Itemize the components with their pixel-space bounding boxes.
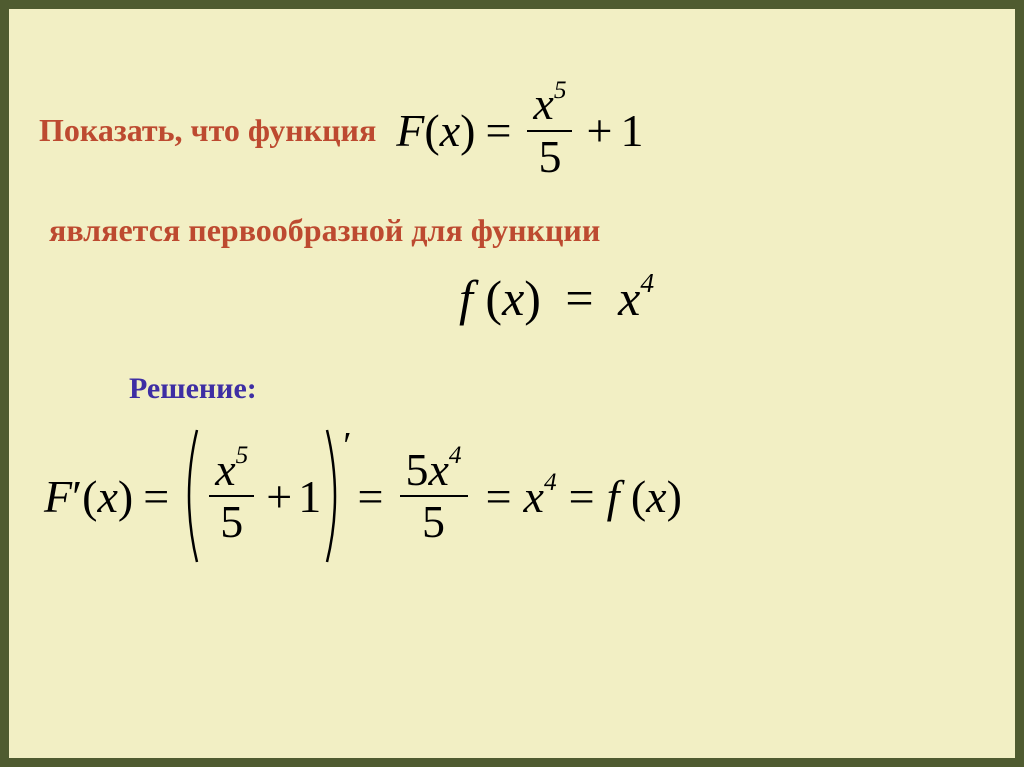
sol-frac2-num: 5x4 <box>400 445 468 498</box>
sol-fofx: f (x) <box>607 470 682 523</box>
sol-eq4: = <box>569 470 595 523</box>
solution-label: Решение: <box>129 372 985 406</box>
F-const: 1 <box>620 104 643 157</box>
paren-content: x5 5 + 1 <box>201 445 323 548</box>
F-frac-den: 5 <box>532 132 567 183</box>
sol-frac2-exp: 4 <box>449 441 462 469</box>
sol-frac1: x5 5 <box>209 445 254 548</box>
sol-frac2-base: x <box>429 444 449 495</box>
f-eq-sign: = <box>565 270 593 326</box>
left-paren-icon <box>179 426 201 566</box>
sol-frac1-den: 5 <box>214 497 249 548</box>
F-frac-num-exp: 5 <box>554 76 567 104</box>
sol-frac1-num: x5 <box>209 445 254 498</box>
sol-eq2: = <box>358 470 384 523</box>
problem-text-1: Показать, что функция <box>39 112 376 149</box>
sol-x4-exp: 4 <box>544 468 557 496</box>
sol-frac2: 5x4 5 <box>400 445 468 548</box>
paren-group: x5 5 + 1 ′ <box>179 426 353 566</box>
f-rhs-base: x <box>618 270 640 326</box>
f-rhs-exp: 4 <box>640 267 654 298</box>
outer-prime: ′ <box>343 424 351 468</box>
sol-eq1: = <box>143 470 169 523</box>
sol-frac2-coef: 5 <box>406 444 429 495</box>
F-fraction: x5 5 <box>527 79 572 182</box>
sol-x4: x4 <box>524 470 557 523</box>
sol-plus: + <box>266 470 292 523</box>
equation-F: F(x) = x5 5 + 1 <box>396 79 643 182</box>
sol-frac2-den: 5 <box>416 497 451 548</box>
slide: Показать, что функция F(x) = x5 5 + 1 яв… <box>9 9 1015 758</box>
right-paren-icon <box>323 426 345 566</box>
f-lhs: f (x) <box>459 270 541 326</box>
F-lhs: F(x) <box>396 104 475 157</box>
problem-text-2: является первообразной для функции <box>49 212 985 249</box>
eq-sign: = <box>485 104 511 157</box>
problem-line-1: Показать, что функция F(x) = x5 5 + 1 <box>39 79 985 182</box>
F-frac-num: x5 <box>527 79 572 132</box>
solution-equation: F′(x) = x5 5 + 1 ′ = <box>44 426 985 566</box>
sol-const: 1 <box>298 470 321 523</box>
Fprime-lhs: F′(x) <box>44 470 133 523</box>
sol-frac1-num-base: x <box>215 444 235 495</box>
F-plus: + <box>586 104 612 157</box>
equation-f: f (x) = x4 <box>459 269 985 327</box>
f-rhs: x4 <box>618 270 654 326</box>
sol-frac1-num-exp: 5 <box>236 441 249 469</box>
F-frac-num-base: x <box>533 78 553 129</box>
sol-eq3: = <box>486 470 512 523</box>
sol-x4-base: x <box>524 471 544 522</box>
